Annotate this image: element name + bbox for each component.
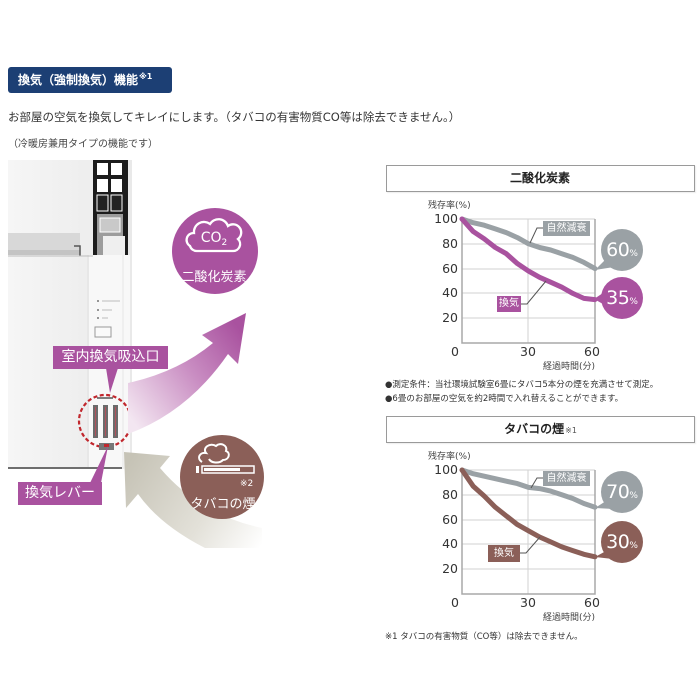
y-tick: 80 <box>442 236 458 251</box>
natural-label-leader <box>529 227 543 244</box>
x-axis-label: 経過時間(分) <box>543 613 596 623</box>
y-tick: 100 <box>434 462 458 477</box>
chart-title: タバコの煙※1 <box>386 416 695 443</box>
series-label-ventilation: 換気 <box>488 545 520 562</box>
end-value-number: 35 <box>606 287 630 309</box>
y-tick: 100 <box>434 211 458 226</box>
end-value-unit: % <box>629 540 638 551</box>
y-tick: 20 <box>442 310 458 325</box>
co2-remaining-chart: 二酸化炭素 残存率(%) 100 80 60 40 20 0 30 60 経過時… <box>380 160 700 410</box>
x-axis-label: 経過時間(分) <box>543 362 596 372</box>
end-value-unit: % <box>629 490 638 501</box>
cigarette-smoke-icon <box>196 443 255 474</box>
end-value-natural: 60% <box>601 229 643 271</box>
axes <box>461 219 596 344</box>
chart-title-text: 二酸化炭素 <box>509 171 570 185</box>
chart-note: ●測定条件：当社環境試験室6畳にタバコ5本分の煙を充満させて測定。 <box>385 380 659 390</box>
grid-lines <box>462 469 595 594</box>
end-value-number: 70 <box>606 481 630 503</box>
smoke-circle-label: タバコの煙 <box>190 497 256 512</box>
end-value-ventilation: 35% <box>601 277 643 319</box>
end-value-number: 30 <box>606 531 630 553</box>
end-bubble-ventilation <box>594 277 643 319</box>
co2-formula-main: CO <box>200 230 222 246</box>
plot-area <box>459 216 643 344</box>
end-value-unit: % <box>629 248 638 259</box>
x-tick: 30 <box>520 595 536 610</box>
ventilation-label-leader <box>521 280 547 305</box>
natural-label-leader <box>530 477 543 489</box>
y-tick: 80 <box>442 487 458 502</box>
applicability-note: （冷暖房兼用タイプの機能です） <box>8 139 158 150</box>
y-tick: 40 <box>442 536 458 551</box>
exhaust-arrow-icon <box>128 313 246 434</box>
series-line-natural-decay <box>459 467 598 510</box>
y-tick: 60 <box>442 261 458 276</box>
y-axis-label: 残存率(%) <box>428 201 471 211</box>
series-line-ventilation <box>459 216 598 303</box>
footnote: ※1 タバコの有害物質（CO等）は除去できません。 <box>385 632 583 642</box>
intro-text: お部屋の空気を換気してキレイにします。（タバコの有害物質CO等は除去できません。… <box>8 110 461 124</box>
y-axis-label: 残存率(%) <box>428 452 471 462</box>
lever-callout-pointer <box>90 446 108 483</box>
y-tick: 20 <box>442 561 458 576</box>
end-value-number: 60 <box>606 239 630 261</box>
end-value-natural: 70% <box>601 471 643 513</box>
series-label-ventilation: 換気 <box>497 296 521 312</box>
co2-formula: CO2 <box>190 230 238 248</box>
x-tick: 0 <box>451 595 459 610</box>
chart-title-footnote: ※1 <box>565 426 577 435</box>
y-tick: 40 <box>442 285 458 300</box>
smoke-badge-circle <box>180 435 264 519</box>
x-tick: 0 <box>451 344 459 359</box>
cloud-icon <box>185 218 243 253</box>
co2-formula-subscript: 2 <box>221 238 228 248</box>
series-line-ventilation <box>459 467 598 560</box>
end-value-unit: % <box>629 296 638 307</box>
co2-circle-label: 二酸化炭素 <box>181 270 247 285</box>
section-badge: 換気（強制換気）機能※1 <box>8 67 172 93</box>
series-label-natural-decay: 自然減衰 <box>543 221 590 236</box>
y-tick: 60 <box>442 512 458 527</box>
intake-vent <box>93 397 118 438</box>
intake-callout-pointer <box>106 368 118 393</box>
series-line-natural-decay <box>459 216 598 272</box>
chart-title: 二酸化炭素 <box>386 165 695 192</box>
end-bubble-natural <box>595 229 643 271</box>
footnote-ref: ※1 <box>139 72 153 81</box>
ventilation-label-leader <box>520 536 541 554</box>
end-value-ventilation: 30% <box>601 521 643 563</box>
ventilation-lever <box>99 443 114 450</box>
axes <box>461 470 596 595</box>
x-tick: 60 <box>584 595 600 610</box>
x-tick: 30 <box>520 344 536 359</box>
smoke-remaining-chart: タバコの煙※1 残存率(%) 100 80 60 40 20 0 30 60 経… <box>380 411 700 661</box>
ventilation-lever-label: 換気レバー <box>18 482 102 505</box>
end-bubble-ventilation <box>595 521 643 563</box>
plot-area <box>459 467 643 595</box>
chart-note: ●6畳のお部屋の空気を約2時間で入れ替えることができます。 <box>385 394 624 404</box>
intake-vent-label: 室内換気吸込口 <box>53 346 168 369</box>
end-bubble-natural <box>595 471 643 513</box>
smoke-footnote-ref: ※2 <box>240 479 254 489</box>
chart-title-text: タバコの煙 <box>504 422 565 436</box>
section-badge-text: 換気（強制換気）機能 <box>18 73 139 87</box>
series-label-natural-decay: 自然減衰 <box>543 471 590 486</box>
x-tick: 60 <box>584 344 600 359</box>
